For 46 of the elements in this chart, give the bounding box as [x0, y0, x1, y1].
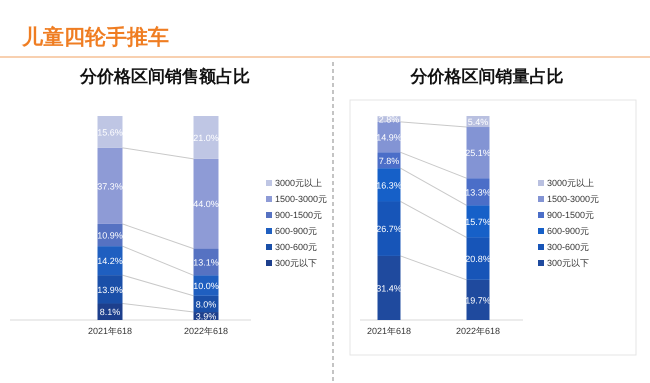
bar: [466, 237, 490, 280]
data-label: 2.8%: [378, 114, 400, 125]
bar: [378, 168, 400, 202]
x-tick-label: 2022年618: [184, 326, 228, 336]
data-label: 7.8%: [378, 156, 400, 166]
data-label: 3.9%: [196, 312, 216, 322]
legend-label: 900-1500元: [275, 210, 322, 220]
x-tick-label: 2021年618: [88, 326, 132, 336]
legend-label: 300元以下: [547, 258, 590, 268]
data-label: 21.0%: [193, 132, 219, 143]
legend-label: 900-1500元: [547, 210, 594, 220]
data-label: 10.9%: [97, 230, 123, 241]
data-label: 8.1%: [100, 307, 120, 318]
legend-label: 1500-3000元: [275, 194, 328, 204]
bar: [194, 248, 218, 276]
data-label: 44.0%: [193, 199, 219, 210]
legend-label: 1500-3000元: [547, 194, 600, 204]
legend-label: 600-900元: [547, 226, 590, 236]
data-label: 15.6%: [97, 127, 123, 138]
bar: [98, 148, 122, 224]
legend-label: 600-900元: [275, 226, 318, 236]
bar: [466, 280, 490, 320]
bar: [194, 116, 218, 159]
legend-label: 300-600元: [547, 242, 590, 252]
data-label: 13.1%: [193, 257, 219, 268]
legend-label: 300元以下: [275, 258, 318, 268]
bar: [378, 201, 400, 256]
data-label: 10.0%: [193, 281, 219, 292]
x-tick-label: 2021年618: [366, 326, 412, 336]
bar: [98, 116, 122, 148]
chart-title: 分价格区间销量占比: [410, 67, 564, 86]
data-label: 13.9%: [97, 284, 123, 295]
data-label: 8.0%: [196, 299, 216, 310]
data-label: 14.2%: [97, 256, 123, 266]
bar: [466, 127, 490, 178]
text: 儿童四轮手推车: [21, 25, 169, 49]
x-tick-label: 2022年618: [456, 326, 500, 336]
chart-title: 分价格区间销售额占比: [79, 67, 250, 86]
legend-label: 3000元以上: [275, 178, 322, 188]
legend-label: 3000元以上: [547, 178, 594, 188]
bar: [466, 205, 490, 238]
data-label: 5.4%: [468, 117, 488, 128]
bar: [378, 256, 400, 320]
data-label: 37.3%: [97, 181, 123, 192]
legend-label: 300-600元: [275, 242, 318, 252]
bar: [194, 158, 218, 249]
